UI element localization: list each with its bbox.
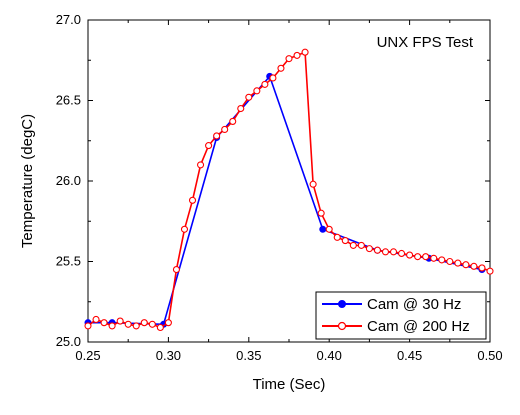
legend-label-series-1: Cam @ 30 Hz xyxy=(367,296,461,313)
series-2-point xyxy=(446,257,454,266)
series-2-point xyxy=(317,209,325,217)
series-2-point xyxy=(229,117,237,125)
series-group xyxy=(84,48,494,332)
series-2-point xyxy=(373,246,381,254)
y-tick-label: 25.5 xyxy=(56,254,81,269)
series-2-point xyxy=(349,241,357,249)
chart-title: UNX FPS Test xyxy=(377,34,474,51)
series-2-point xyxy=(430,254,438,262)
y-tick-label: 25.0 xyxy=(56,334,81,349)
y-axis-title: Temperature (degC) xyxy=(19,114,36,248)
x-tick-label: 0.35 xyxy=(236,348,261,363)
series-2-point xyxy=(84,322,92,330)
series-2-point xyxy=(478,264,486,272)
legend-box xyxy=(315,291,487,340)
series-2-point xyxy=(172,265,180,274)
series-2-point xyxy=(454,259,462,267)
y-tick-label: 26.0 xyxy=(56,173,81,188)
x-tick-label: 0.50 xyxy=(477,348,502,363)
series-2-point xyxy=(100,319,108,327)
series-2-point xyxy=(221,125,229,134)
series-2-point xyxy=(237,105,245,113)
series-1-point xyxy=(319,225,327,233)
series-2-point xyxy=(462,261,470,269)
series-2-point xyxy=(389,248,398,256)
series-2-point xyxy=(398,249,406,257)
series-2-point xyxy=(341,237,349,245)
legend-marker-series-1 xyxy=(338,300,346,308)
series-2-point xyxy=(486,267,494,275)
series-2-point xyxy=(422,253,430,261)
series-2-point xyxy=(156,323,164,332)
series-2-point xyxy=(414,253,422,261)
x-tick-label: 0.40 xyxy=(317,348,342,363)
series-2-point xyxy=(309,180,317,188)
y-tick-label: 27.0 xyxy=(56,12,81,27)
series-2-point xyxy=(253,87,261,95)
series-line-1 xyxy=(88,75,483,326)
series-2-point xyxy=(164,319,172,327)
series-2-point xyxy=(470,262,478,270)
legend-label-series-2: Cam @ 200 Hz xyxy=(367,318,470,335)
series-2-point xyxy=(261,80,269,88)
y-tick-label: 26.5 xyxy=(56,93,81,108)
series-2-point xyxy=(269,74,277,82)
series-2-point xyxy=(277,64,285,72)
series-2-point xyxy=(365,245,373,253)
series-2-point xyxy=(245,93,253,101)
series-2-point xyxy=(213,132,221,140)
series-2-point xyxy=(285,55,293,63)
series-2-point xyxy=(116,317,124,325)
legend-marker-series-2 xyxy=(337,321,347,331)
series-2-point xyxy=(197,161,205,169)
series-2-point xyxy=(108,322,116,330)
series-2-point xyxy=(124,320,132,328)
series-2-point xyxy=(438,256,446,264)
x-tick-label: 0.25 xyxy=(75,348,100,363)
series-2-point xyxy=(148,320,156,328)
series-2-point xyxy=(325,225,333,233)
series-2-point xyxy=(132,322,140,330)
x-tick-label: 0.30 xyxy=(156,348,181,363)
series-2-point xyxy=(406,251,414,259)
series-2-point xyxy=(381,248,390,256)
x-axis-title: Time (Sec) xyxy=(253,376,326,393)
series-2-point xyxy=(140,319,148,327)
series-2-point xyxy=(357,241,365,249)
series-2-point xyxy=(180,225,189,233)
legend: Cam @ 30 Hz Cam @ 200 Hz xyxy=(315,291,487,340)
series-line-2 xyxy=(87,51,491,329)
series-2-point xyxy=(92,315,100,324)
series-2-point xyxy=(301,48,309,56)
x-tick-label: 0.45 xyxy=(397,348,422,363)
series-2-point xyxy=(205,142,213,150)
series-2-point xyxy=(188,196,197,204)
series-2-point xyxy=(293,51,301,59)
series-2-point xyxy=(333,233,341,241)
